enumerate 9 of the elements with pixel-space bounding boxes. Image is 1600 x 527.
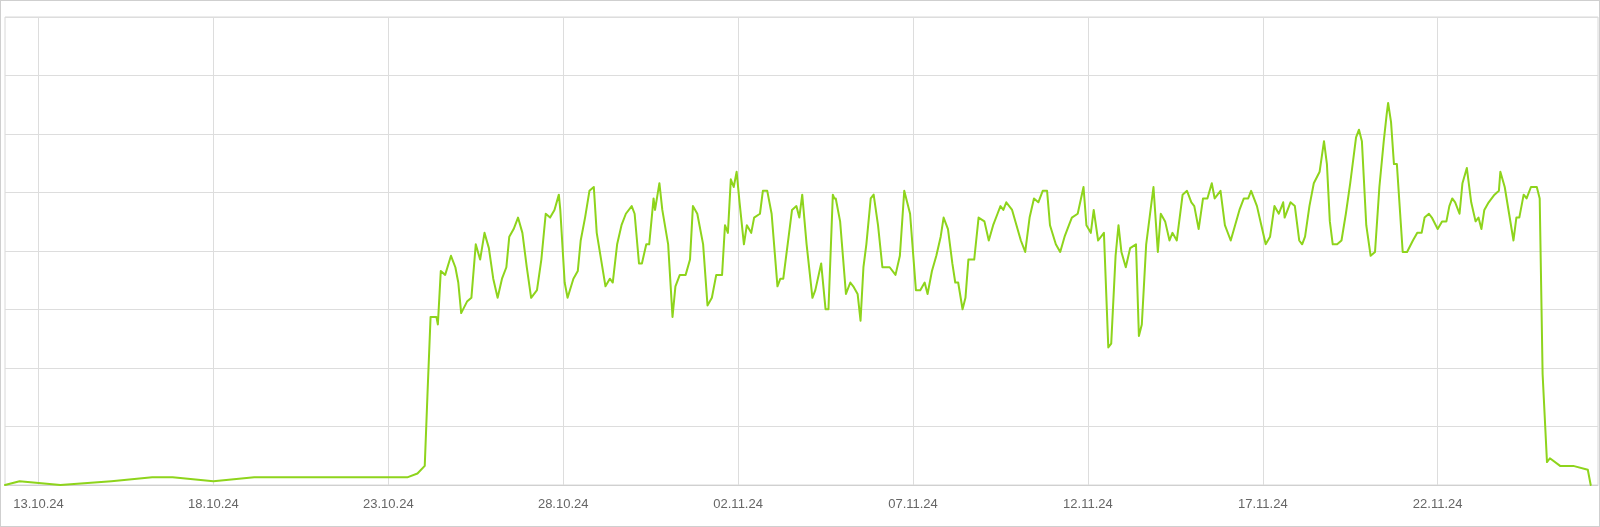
x-tick-label: 28.10.24 <box>537 496 589 511</box>
x-tick-label: 12.11.24 <box>1063 496 1113 511</box>
x-tick-label: 22.11.24 <box>1412 496 1463 511</box>
x-tick-label: 17.11.24 <box>1237 496 1288 511</box>
x-tick-label: 02.11.24 <box>713 496 763 511</box>
x-tick-label: 18.10.24 <box>188 496 239 511</box>
x-tick-label: 23.10.24 <box>363 496 414 511</box>
x-tick-label: 13.10.24 <box>13 496 64 511</box>
x-tick-label: 07.11.24 <box>888 496 938 511</box>
